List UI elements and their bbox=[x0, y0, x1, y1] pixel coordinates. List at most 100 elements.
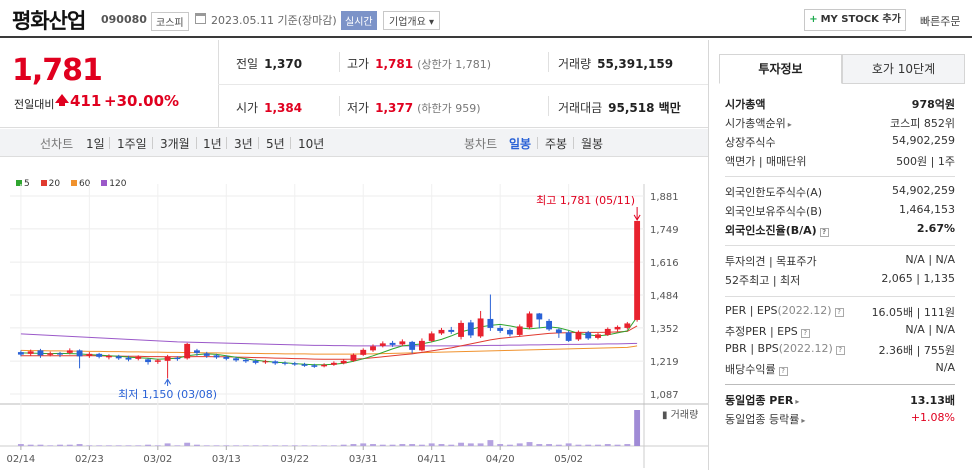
candle-body bbox=[438, 329, 445, 334]
candle-body bbox=[624, 323, 631, 328]
add-my-stock-button[interactable]: + MY STOCK 추가 bbox=[804, 9, 906, 31]
volume-bar bbox=[135, 445, 142, 446]
volume-bar bbox=[418, 444, 425, 446]
info-row: PBR | BPS(2022.12)? 2.36배 | 755원 bbox=[725, 342, 955, 357]
candle-weekly[interactable]: 주봉 bbox=[545, 137, 568, 151]
candle-body bbox=[555, 329, 562, 333]
trade-amount: 거래대금 95,518 백만 bbox=[558, 101, 681, 115]
volume-bar bbox=[477, 443, 484, 446]
volume-bar bbox=[96, 445, 103, 446]
candle-body bbox=[86, 353, 93, 356]
volume-bar bbox=[282, 445, 288, 446]
candle-body bbox=[174, 357, 181, 360]
prev-close: 전일 1,370 bbox=[236, 57, 303, 71]
x-tick-label: 03/22 bbox=[280, 454, 309, 465]
info-tabs: 투자정보 호가 10단계 bbox=[719, 54, 965, 84]
low-annotation: 최저 1,150 (03/08) bbox=[118, 388, 217, 401]
volume-bar bbox=[86, 445, 93, 446]
candle-daily[interactable]: 일봉 bbox=[509, 137, 532, 151]
info-row: 액면가 | 매매단위 500원 | 1주 bbox=[725, 155, 955, 168]
period-10y[interactable]: 10년 bbox=[298, 137, 325, 151]
candle-body bbox=[330, 362, 337, 365]
stock-name: 평화산업 bbox=[12, 9, 86, 33]
volume-bar bbox=[467, 443, 474, 446]
company-overview-label: 기업개요 bbox=[389, 17, 426, 28]
candle-body bbox=[565, 332, 572, 341]
y-tick-label: 1,616 bbox=[650, 258, 679, 269]
help-icon[interactable]: ? bbox=[835, 346, 845, 355]
volume-bar bbox=[350, 444, 357, 446]
candle-chart-label[interactable]: 봉차트 bbox=[464, 137, 498, 151]
tab-orderbook[interactable]: 호가 10단계 bbox=[842, 54, 965, 84]
help-icon[interactable]: ? bbox=[778, 367, 788, 376]
ma-legend: 5 20 60 120 bbox=[16, 179, 134, 189]
period-1y[interactable]: 1년 bbox=[203, 137, 222, 151]
candle-body bbox=[76, 350, 83, 357]
volume-bar bbox=[516, 443, 523, 446]
volume-bar bbox=[546, 444, 553, 446]
period-1d[interactable]: 1일 bbox=[86, 137, 105, 151]
volume-bar bbox=[242, 445, 249, 446]
period-5y[interactable]: 5년 bbox=[266, 137, 285, 151]
x-tick-label: 03/13 bbox=[212, 454, 241, 465]
y-tick-label: 1,484 bbox=[650, 291, 679, 302]
quick-order-link[interactable]: 빠른주문 bbox=[920, 15, 961, 28]
candle-body bbox=[389, 342, 396, 345]
chart-period-toolbar: 선차트 1일 1주일 3개월 1년 3년 5년 10년 봉차트 일봉 주봉 월봉 bbox=[0, 129, 708, 157]
candle-body bbox=[194, 350, 200, 353]
candle-body bbox=[17, 352, 24, 355]
candle-body bbox=[604, 328, 611, 335]
volume-bar bbox=[66, 444, 73, 446]
candle-body bbox=[311, 365, 318, 367]
price-chart[interactable]: 1,881 1,749 1,616 1,484 1,352 1,219 1,087 02/14… bbox=[0, 160, 708, 470]
period-3m[interactable]: 3개월 bbox=[160, 137, 190, 151]
candle-body bbox=[477, 318, 484, 337]
info-row: 동일업종 등락률 ▸ +1.08% bbox=[725, 411, 955, 426]
volume-bar bbox=[291, 445, 298, 446]
line-chart-label[interactable]: 선차트 bbox=[40, 137, 74, 151]
y-tick-label: 1,352 bbox=[650, 324, 679, 335]
candle-body bbox=[487, 318, 494, 328]
candle-body bbox=[428, 333, 435, 341]
candle-body bbox=[105, 355, 112, 358]
candle-monthly[interactable]: 월봉 bbox=[581, 137, 604, 151]
candle-body bbox=[614, 326, 621, 330]
volume-bar bbox=[262, 445, 269, 446]
volume-bar bbox=[105, 445, 112, 446]
candle-body bbox=[115, 356, 122, 359]
tab-invest-info[interactable]: 투자정보 bbox=[719, 54, 842, 84]
candle-body bbox=[233, 358, 240, 361]
volume-bar bbox=[389, 444, 396, 446]
candle-body bbox=[184, 343, 191, 359]
ma120-line bbox=[20, 333, 638, 347]
candle-body bbox=[125, 357, 132, 360]
volume-bar bbox=[321, 445, 328, 446]
candle-body bbox=[203, 353, 210, 356]
period-1w[interactable]: 1주일 bbox=[117, 137, 147, 151]
price-summary: 1,781 전일대비 411 +30.00% 전일 1,370 고가 1,781 (상… bbox=[0, 40, 708, 128]
company-overview-dropdown[interactable]: 기업개요 ▾ bbox=[383, 11, 441, 30]
x-tick-label: 04/20 bbox=[486, 454, 515, 465]
x-tick-label: 04/11 bbox=[417, 454, 446, 465]
candle-body bbox=[57, 353, 63, 355]
candle-body bbox=[213, 355, 220, 358]
candle-body bbox=[458, 322, 464, 337]
volume-bar bbox=[360, 443, 367, 446]
candle-body bbox=[546, 320, 553, 330]
candle-body bbox=[595, 334, 601, 338]
period-3y[interactable]: 3년 bbox=[234, 137, 253, 151]
up-arrow-icon bbox=[55, 94, 69, 103]
candle-body bbox=[418, 340, 425, 351]
realtime-button[interactable]: 실시간 bbox=[341, 11, 377, 30]
volume-bar bbox=[634, 410, 641, 446]
info-row: 시가총액순위 ▸ 코스피 852위 bbox=[725, 117, 955, 130]
up-arrow-stem bbox=[59, 102, 65, 106]
candle-body bbox=[252, 360, 259, 363]
help-icon[interactable]: ? bbox=[819, 228, 829, 237]
volume-label: ▮ 거래량 bbox=[662, 409, 698, 421]
volume-bar bbox=[164, 443, 171, 446]
volume-bar bbox=[614, 444, 621, 446]
help-icon[interactable]: ? bbox=[800, 329, 810, 338]
help-icon[interactable]: ? bbox=[834, 308, 844, 317]
volume-bar bbox=[330, 445, 337, 446]
